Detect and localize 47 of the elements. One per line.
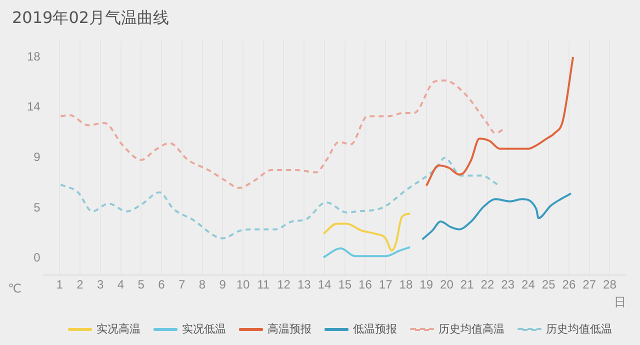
chart-title: 2019年02月气温曲线 [12, 8, 170, 29]
x-tick-label: 28 [603, 278, 617, 292]
x-tick-label: 18 [399, 278, 413, 292]
x-tick-label: 26 [562, 278, 576, 292]
line-series [60, 156, 499, 240]
y-axis-title: ℃ [8, 281, 22, 296]
line-series [322, 246, 412, 258]
y-tick-label: 14 [26, 100, 41, 114]
legend-label: 高温预报 [268, 322, 312, 336]
x-tick-label: 14 [318, 278, 332, 292]
x-tick-label: 3 [97, 278, 104, 292]
x-tick-label: 17 [378, 278, 393, 292]
x-tick-label: 13 [297, 278, 312, 292]
legend-label: 历史均值高温 [438, 322, 504, 336]
x-tick-label: 6 [158, 278, 166, 292]
x-tick-label: 20 [440, 278, 454, 292]
x-tick-label: 9 [219, 278, 226, 292]
x-tick-label: 8 [198, 278, 206, 292]
x-tick-label: 15 [338, 278, 352, 292]
line-series [421, 192, 572, 240]
line-series [425, 56, 574, 187]
x-tick-label: 27 [582, 278, 596, 292]
x-tick-label: 22 [480, 278, 494, 292]
legend-label: 历史均值低温 [546, 322, 612, 336]
y-tick-label: 9 [34, 150, 41, 164]
legend-label: 实况高温 [96, 322, 140, 336]
x-tick-label: 1 [56, 278, 64, 292]
x-tick-label: 25 [542, 278, 556, 292]
x-tick-label: 12 [277, 278, 291, 292]
legend-label: 低温预报 [353, 322, 397, 336]
x-tick-label: 2 [76, 278, 84, 292]
x-tick-label: 21 [460, 278, 474, 292]
x-tick-label: 5 [138, 278, 145, 292]
x-tick-label: 19 [420, 278, 434, 292]
line-series [322, 212, 412, 252]
x-tick-label: 23 [501, 278, 515, 292]
x-tick-label: 16 [358, 278, 372, 292]
y-tick-label: 0 [34, 250, 41, 265]
y-tick-label: 5 [34, 200, 41, 214]
x-tick-label: 7 [178, 278, 186, 292]
legend-label: 实况低温 [182, 322, 226, 336]
y-tick-label: 18 [26, 49, 41, 64]
x-tick-label: 11 [257, 278, 270, 292]
x-tick-label: 4 [117, 278, 124, 292]
x-tick-label: 24 [522, 278, 536, 292]
x-axis-title: 日 [614, 295, 626, 310]
x-tick-label: 10 [236, 278, 250, 292]
